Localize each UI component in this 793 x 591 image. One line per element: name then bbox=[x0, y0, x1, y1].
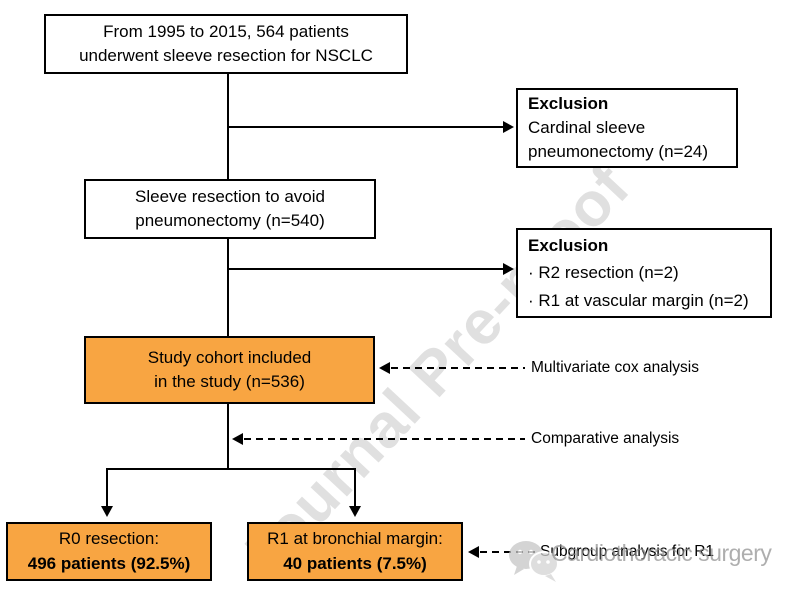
arrowhead-r1 bbox=[349, 506, 361, 517]
box-study-cohort: Study cohort included in the study (n=53… bbox=[84, 336, 375, 404]
branch-left-stub bbox=[106, 468, 108, 508]
box-cohort-line2: in the study (n=536) bbox=[154, 372, 305, 391]
footer-watermark: Cardiothoracic surgery bbox=[551, 540, 772, 566]
connector-to-exclusion1 bbox=[228, 126, 504, 128]
dashed-line-comparative bbox=[244, 438, 525, 440]
box-sleeve-resection: Sleeve resection to avoid pneumonectomy … bbox=[84, 179, 376, 239]
label-comparative: Comparative analysis bbox=[531, 430, 680, 447]
connector-cohort-to-branch bbox=[227, 403, 229, 470]
wechat-bubbles-icon bbox=[507, 535, 563, 591]
box-r0-line1: R0 resection: bbox=[58, 529, 160, 549]
connector-to-exclusion2 bbox=[228, 268, 504, 270]
box-r1-line1: R1 at bronchial margin: bbox=[267, 529, 443, 549]
box-r1-line2: 40 patients (7.5%) bbox=[283, 553, 427, 573]
box-exclusion2-item1: · R2 resection (n=2) bbox=[528, 263, 679, 283]
box-exclusion1-line1: Cardinal sleeve bbox=[528, 117, 646, 137]
box-exclusion2-item2: · R1 at vascular margin (n=2) bbox=[528, 290, 749, 310]
dashed-line-subgroup bbox=[480, 551, 536, 553]
box-initial-line1: From 1995 to 2015, 564 patients bbox=[103, 21, 349, 41]
box-r0-resection: R0 resection: 496 patients (92.5%) bbox=[6, 522, 212, 581]
label-subgroup: Subgroup analysis for R1 bbox=[540, 543, 715, 560]
box-r0-line2: 496 patients (92.5%) bbox=[27, 553, 191, 573]
box-sleeve-line1: Sleeve resection to avoid bbox=[135, 186, 325, 206]
box-exclusion1-title: Exclusion bbox=[528, 93, 609, 113]
dashed-line-multivariate bbox=[391, 367, 525, 369]
arrowhead-exclusion1 bbox=[503, 121, 514, 133]
box-r1-bronchial: R1 at bronchial margin: 40 patients (7.5… bbox=[247, 522, 463, 581]
arrowhead-multivariate bbox=[379, 362, 390, 374]
arrowhead-subgroup bbox=[468, 546, 479, 558]
arrowhead-comparative bbox=[232, 433, 243, 445]
box-cohort-line1: Study cohort included bbox=[147, 347, 312, 367]
box-sleeve-line2: pneumonectomy (n=540) bbox=[135, 211, 325, 230]
box-initial-line2: underwent sleeve resection for NSCLC bbox=[79, 46, 373, 65]
box-exclusion-1: Exclusion Cardinal sleeve pneumonectomy … bbox=[516, 88, 738, 168]
branch-right-stub bbox=[354, 468, 356, 508]
box-exclusion2-title: Exclusion bbox=[528, 236, 609, 256]
box-exclusion1-line2: pneumonectomy (n=24) bbox=[528, 142, 709, 162]
connector-sleeve-to-cohort bbox=[227, 238, 229, 337]
arrowhead-r0 bbox=[101, 506, 113, 517]
box-exclusion-2: Exclusion · R2 resection (n=2) · R1 at v… bbox=[516, 228, 772, 318]
box-initial-population: From 1995 to 2015, 564 patients underwen… bbox=[44, 14, 408, 74]
arrowhead-exclusion2 bbox=[503, 263, 514, 275]
branch-horizontal bbox=[106, 468, 356, 470]
label-multivariate: Multivariate cox analysis bbox=[531, 359, 699, 376]
